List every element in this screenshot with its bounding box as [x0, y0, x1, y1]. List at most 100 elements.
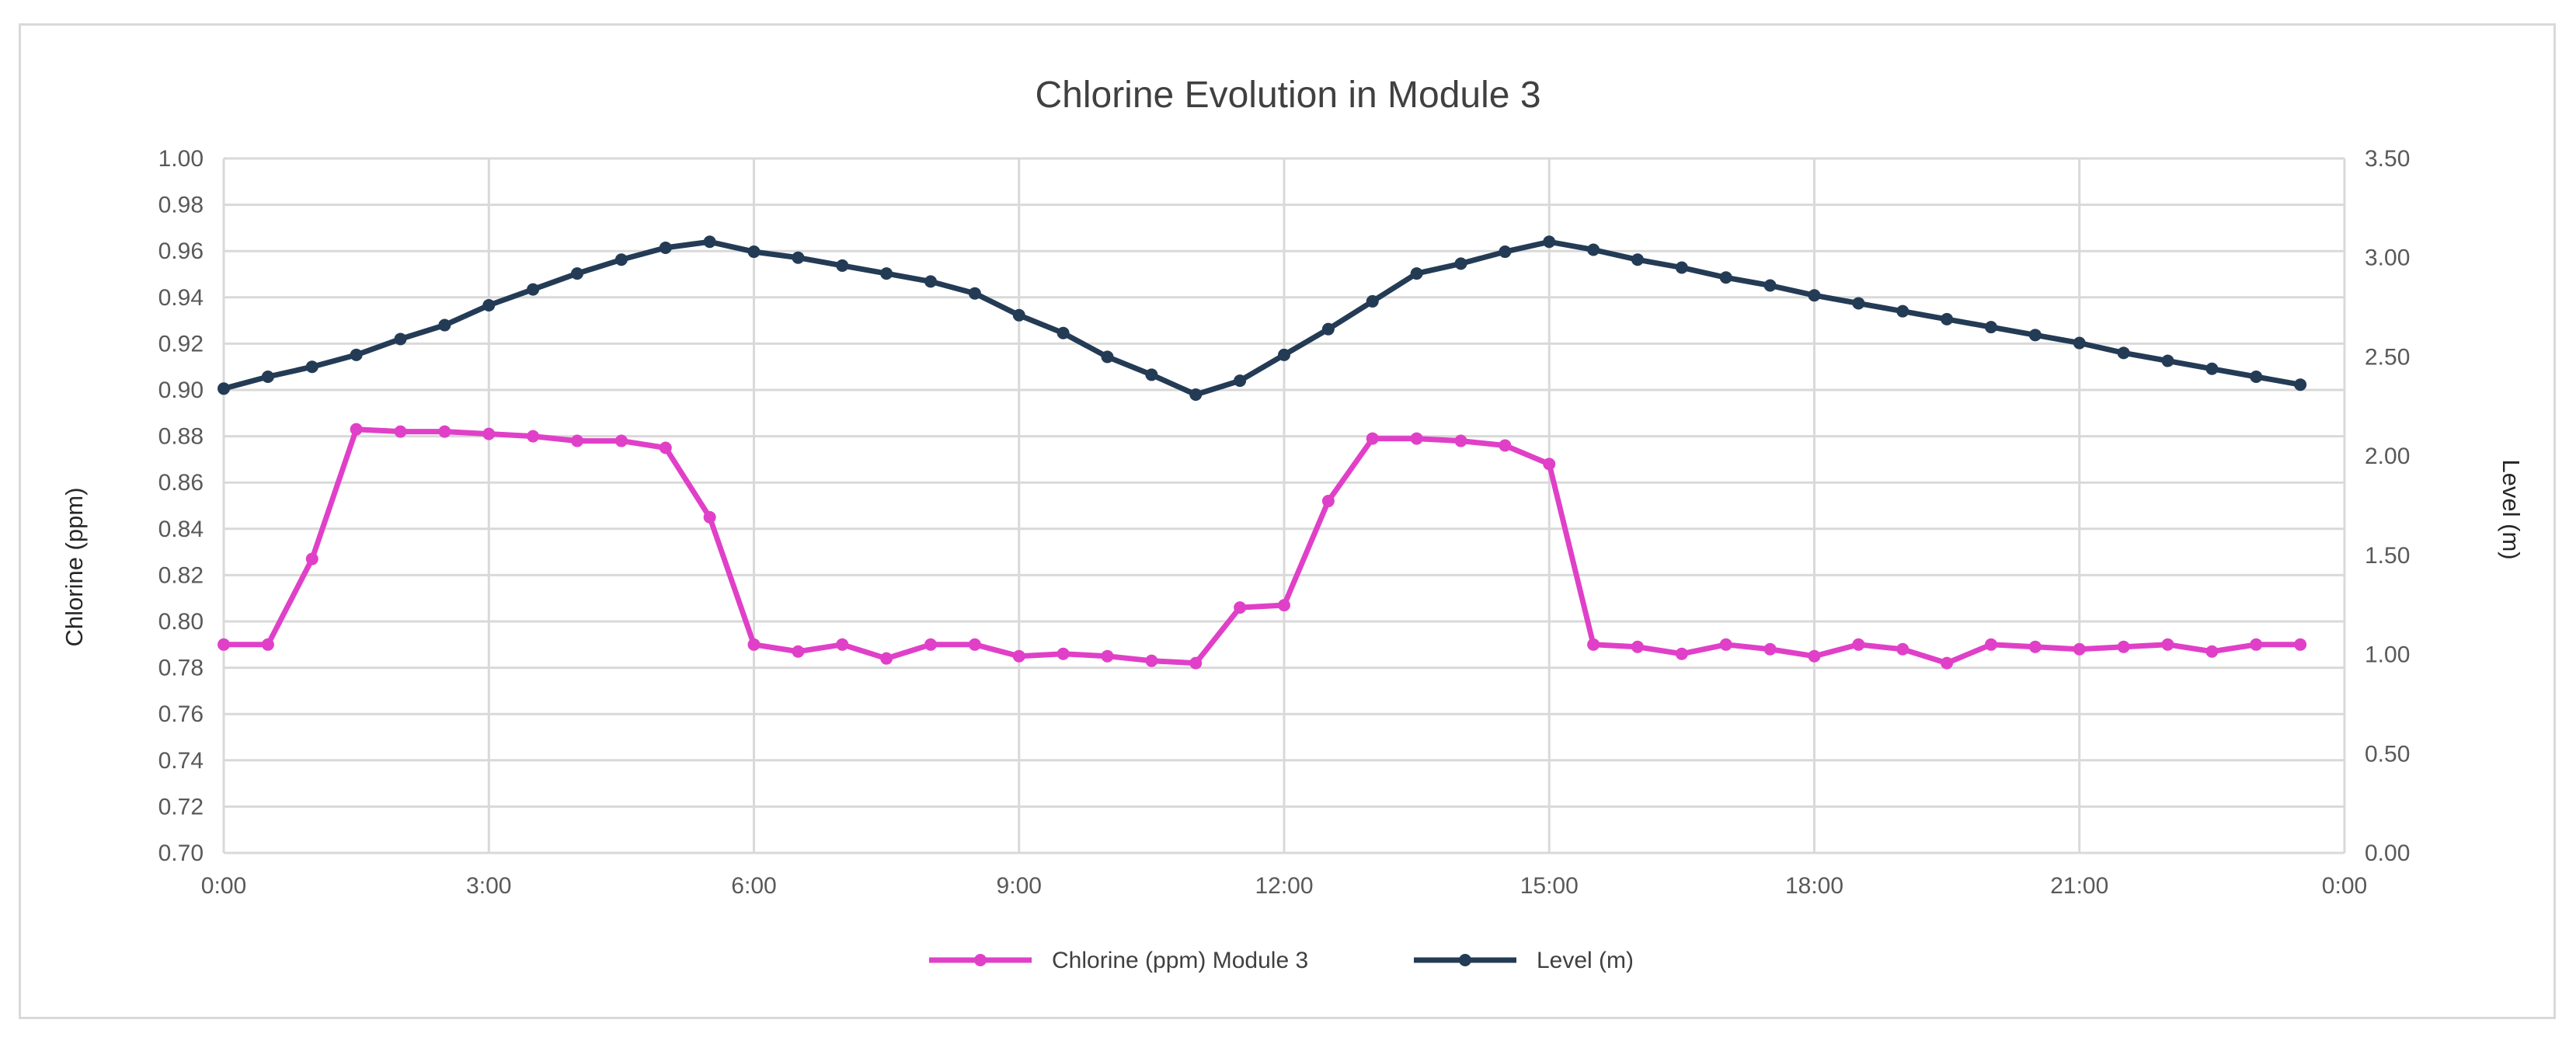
- data-point: [1896, 304, 1909, 318]
- left-axis-title: Chlorine (ppm): [61, 487, 88, 646]
- x-tick-label: 6:00: [731, 873, 776, 899]
- data-point: [1234, 374, 1247, 388]
- data-point: [1057, 326, 1070, 339]
- data-point: [1985, 638, 1997, 651]
- left-tick-label: 1.00: [158, 146, 204, 172]
- data-point: [1410, 432, 1423, 445]
- data-point: [2161, 354, 2174, 367]
- data-point: [836, 638, 849, 651]
- data-point: [836, 259, 849, 272]
- data-point: [1012, 649, 1025, 663]
- x-tick-label: 18:00: [1785, 873, 1843, 899]
- data-point: [2117, 640, 2130, 653]
- series-line: [224, 426, 2301, 666]
- data-point: [1012, 308, 1025, 322]
- right-tick-label: 2.50: [2365, 344, 2410, 370]
- data-point: [1852, 638, 1865, 651]
- data-point: [614, 434, 628, 447]
- data-point: [1234, 601, 1247, 614]
- data-point: [614, 253, 628, 266]
- legend: Chlorine (ppm) Module 3 Level (m): [929, 948, 1634, 973]
- data-point: [2028, 640, 2042, 653]
- x-tick-label: 0:00: [2322, 873, 2367, 899]
- data-point: [659, 441, 672, 454]
- data-point: [1145, 654, 1158, 667]
- data-point: [1631, 640, 1644, 653]
- x-tick-label: 15:00: [1520, 873, 1579, 899]
- right-tick-label: 3.00: [2365, 245, 2410, 271]
- data-point: [1941, 312, 1954, 325]
- x-tick-label: 0:00: [201, 873, 246, 899]
- right-tick-label: 0.50: [2365, 741, 2410, 767]
- data-point: [792, 645, 805, 658]
- left-tick-label: 0.82: [158, 562, 204, 588]
- data-point: [2161, 638, 2174, 651]
- data-point: [1101, 350, 1114, 364]
- data-point: [571, 267, 583, 280]
- left-tick-label: 0.80: [158, 609, 204, 635]
- data-point: [792, 251, 805, 264]
- data-point: [1189, 656, 1203, 670]
- data-point: [1763, 279, 1777, 292]
- data-point: [880, 652, 893, 665]
- data-point: [218, 382, 230, 395]
- legend-item: Level (m): [1414, 948, 1634, 973]
- data-point: [1587, 243, 1600, 256]
- right-tick-label: 1.50: [2365, 543, 2410, 569]
- x-axis-ticks: 0:00 3:00 6:00 9:00 12:00 15:00 18:00 21:00 0:00: [201, 873, 2367, 899]
- data-point: [703, 510, 716, 524]
- left-tick-label: 0.88: [158, 424, 204, 450]
- legend-label: Level (m): [1537, 948, 1634, 973]
- right-tick-label: 2.00: [2365, 444, 2410, 469]
- data-point: [218, 638, 230, 651]
- data-point: [394, 332, 407, 346]
- gridlines: [222, 157, 2346, 854]
- x-tick-label: 12:00: [1255, 873, 1313, 899]
- data-point: [305, 552, 319, 566]
- legend-item: Chlorine (ppm) Module 3: [929, 948, 1308, 973]
- x-tick-label: 9:00: [997, 873, 1042, 899]
- data-point: [1808, 649, 1821, 663]
- data-point: [2205, 362, 2219, 375]
- data-point: [880, 267, 893, 280]
- data-point: [2073, 642, 2086, 656]
- left-tick-label: 0.70: [158, 840, 204, 866]
- left-tick-label: 0.92: [158, 331, 204, 357]
- data-point: [1896, 642, 1909, 656]
- data-point: [350, 423, 363, 436]
- left-tick-label: 0.72: [158, 794, 204, 820]
- data-point: [527, 430, 540, 443]
- data-point: [1543, 458, 1556, 471]
- data-point: [1321, 322, 1335, 336]
- data-point: [703, 235, 716, 249]
- right-axis-title: Level (m): [2498, 459, 2525, 559]
- data-point: [747, 245, 761, 259]
- data-point: [2205, 645, 2219, 658]
- left-tick-label: 0.84: [158, 517, 204, 542]
- left-tick-label: 0.74: [158, 748, 204, 774]
- data-point: [924, 638, 937, 651]
- data-point: [1631, 253, 1644, 266]
- data-point: [968, 287, 981, 300]
- data-point: [2028, 329, 2042, 342]
- data-point: [1189, 388, 1203, 401]
- data-point: [1763, 642, 1777, 656]
- data-point: [1454, 257, 1467, 270]
- data-point: [2294, 638, 2307, 651]
- x-tick-label: 3:00: [466, 873, 511, 899]
- data-point: [1543, 235, 1556, 249]
- data-point: [1719, 638, 1732, 651]
- left-tick-label: 0.78: [158, 656, 204, 681]
- left-tick-label: 0.96: [158, 238, 204, 264]
- data-point: [1101, 649, 1114, 663]
- data-point: [2250, 370, 2263, 383]
- data-point: [1057, 647, 1070, 660]
- data-point: [2294, 378, 2307, 392]
- left-tick-label: 0.94: [158, 285, 204, 311]
- left-tick-label: 0.90: [158, 378, 204, 403]
- data-point: [924, 275, 937, 288]
- data-point: [438, 318, 451, 332]
- series-level: [218, 235, 2307, 401]
- data-point: [747, 638, 761, 651]
